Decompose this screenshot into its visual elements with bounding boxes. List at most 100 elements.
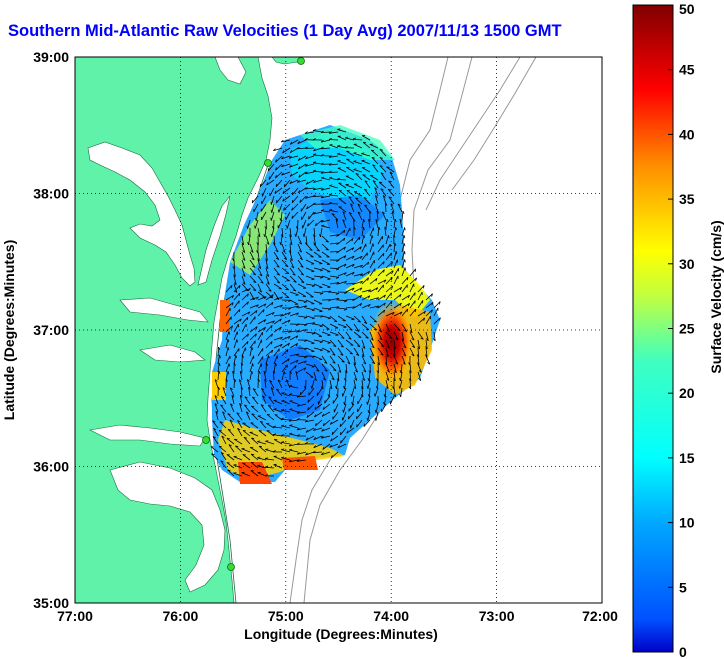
velocity-vector [313, 187, 323, 191]
velocity-vector [241, 311, 251, 317]
velocity-vector-head [328, 137, 332, 140]
velocity-vector [433, 331, 436, 341]
velocity-vector [353, 347, 360, 356]
velocity-vector-head [374, 203, 378, 206]
velocity-vector-head [300, 273, 304, 276]
velocity-vector-head [383, 261, 385, 265]
velocity-vector-head [231, 325, 233, 329]
velocity-vector [251, 195, 259, 204]
velocity-vector [361, 363, 367, 373]
velocity-vector-head [242, 250, 246, 253]
velocity-vector [329, 379, 333, 389]
velocity-vector-head [256, 296, 259, 300]
velocity-vector [266, 179, 275, 186]
velocity-vector [321, 363, 328, 372]
velocity-vector [361, 295, 371, 301]
x-tick: 73:00 [479, 608, 515, 624]
velocity-vector [391, 211, 395, 221]
velocity-vector [417, 317, 425, 325]
velocity-vector [369, 287, 378, 293]
velocity-vector-head [257, 234, 261, 238]
velocity-vector [289, 275, 297, 283]
y-tick: 36:00 [33, 459, 69, 475]
velocity-vector [361, 289, 371, 293]
velocity-vector [311, 379, 315, 389]
velocity-vector-head [329, 386, 333, 390]
velocity-vector [382, 195, 387, 205]
velocity-vector [248, 235, 251, 245]
velocity-vector [249, 296, 259, 301]
velocity-vector [346, 167, 355, 173]
velocity-vector-head [346, 190, 350, 192]
velocity-vector [328, 203, 339, 205]
velocity-vector [377, 284, 384, 293]
velocity-vector [369, 235, 373, 245]
velocity-vector [257, 259, 262, 269]
velocity-vector [401, 276, 409, 285]
velocity-vector-head [380, 345, 385, 348]
velocity-vector [257, 363, 262, 373]
velocity-vector-head [289, 149, 293, 153]
velocity-vector-head [379, 157, 383, 159]
velocity-vector-head [278, 209, 280, 213]
velocity-vector-head [423, 311, 426, 314]
velocity-vector-head [336, 234, 340, 237]
velocity-vector-head [409, 330, 413, 334]
velocity-vector-head [348, 337, 352, 340]
velocity-vector [329, 282, 339, 285]
velocity-vector-head [247, 301, 249, 305]
velocity-vector-head [258, 430, 262, 432]
velocity-vector-head [382, 195, 386, 198]
velocity-vector [257, 291, 266, 298]
velocity-vector [210, 446, 219, 453]
velocity-vector [393, 387, 396, 397]
velocity-vector [297, 275, 305, 283]
velocity-vector-head [353, 168, 357, 170]
velocity-vector [289, 343, 298, 349]
velocity-vector-head [398, 385, 401, 389]
velocity-vector [350, 419, 355, 429]
velocity-vector-head [338, 190, 342, 192]
velocity-vector-head [333, 320, 338, 323]
velocity-vector-head [304, 146, 308, 149]
velocity-vector-head [287, 358, 290, 362]
velocity-vector [225, 307, 231, 317]
velocity-vector [273, 147, 283, 152]
velocity-vector-head [375, 287, 379, 291]
velocity-vector-head [376, 297, 379, 300]
velocity-vector [305, 435, 315, 441]
velocity-vector [218, 430, 227, 437]
velocity-vector-head [393, 346, 396, 350]
velocity-vector-head [288, 335, 291, 339]
velocity-vector [249, 432, 259, 437]
velocity-vector [261, 388, 267, 397]
velocity-vector [281, 425, 291, 429]
velocity-vector-head [273, 408, 277, 410]
velocity-vector [393, 227, 397, 237]
velocity-vector [291, 187, 299, 196]
velocity-vector [345, 355, 351, 365]
velocity-vector [364, 180, 371, 189]
velocity-vector-head [366, 417, 369, 421]
velocity-vector-head [408, 386, 412, 390]
grid-lines [75, 57, 602, 603]
velocity-vector-head [344, 145, 348, 149]
velocity-vector-head [275, 167, 277, 171]
velocity-vector [321, 371, 326, 381]
velocity-vector [329, 267, 340, 270]
velocity-vector-head [414, 268, 416, 272]
velocity-vector-head [399, 218, 403, 222]
velocity-vector-head [393, 378, 396, 382]
velocity-vector [345, 255, 355, 261]
velocity-vector [290, 139, 299, 145]
velocity-vector [240, 362, 243, 373]
velocity-vector [306, 411, 315, 418]
velocity-vector [283, 179, 291, 188]
velocity-vector-head [367, 271, 370, 274]
velocity-vector [361, 315, 368, 324]
velocity-vector [305, 251, 314, 258]
velocity-vector-head [289, 141, 293, 145]
velocity-vector-head [299, 199, 301, 203]
velocity-vector [281, 457, 291, 461]
